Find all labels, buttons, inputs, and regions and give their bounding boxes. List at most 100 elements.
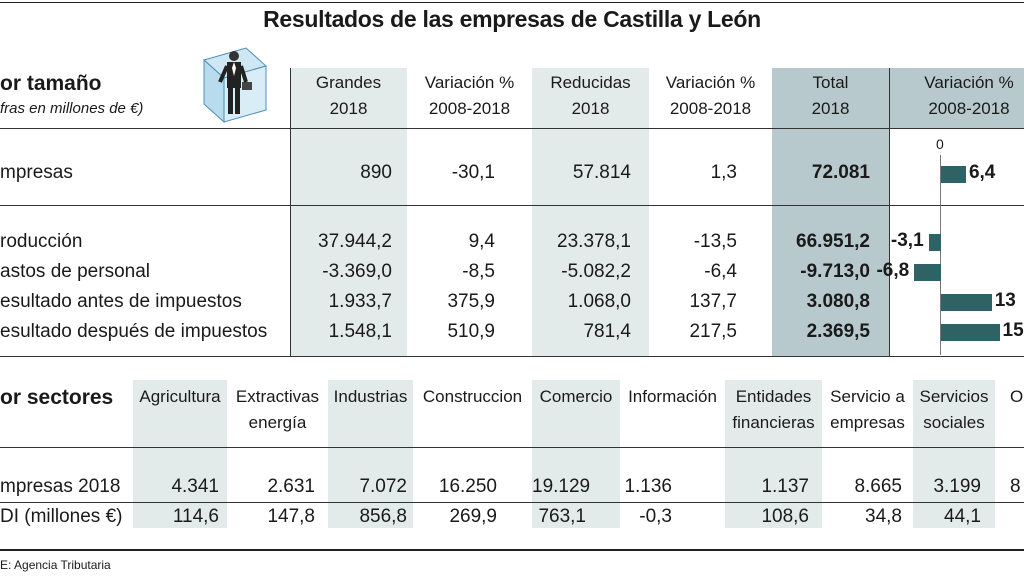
sector-cell: 856,8 [359, 506, 407, 527]
sector-head: Comercio [539, 387, 613, 406]
sector-cell: 2.631 [267, 476, 315, 497]
variation-bar-label: 15 [1002, 320, 1024, 341]
sector-cell: -0,3 [639, 506, 672, 527]
row-label: mpresas [0, 162, 73, 183]
cell-var-grandes: 510,9 [447, 321, 495, 342]
cell-reducidas: 781,4 [583, 321, 631, 342]
sector-cell: 34,8 [865, 506, 902, 527]
sector-cell: 8.665 [854, 476, 902, 497]
sector-head: Servicios sociales [919, 387, 989, 432]
cell-var-reducidas: -6,4 [704, 261, 737, 282]
sector-shade-agricultura [133, 380, 227, 528]
source-note: E: Agencia Tributaria [0, 558, 111, 572]
sector-cell: 7.072 [359, 476, 407, 497]
cell-grandes: 37.944,2 [318, 231, 392, 252]
col-divider [290, 68, 291, 356]
sector-row-rule [0, 502, 1024, 503]
sector-cell: 108,6 [761, 506, 809, 527]
sector-cell: 763,1 [538, 506, 586, 527]
sector-row-label: DI (millones €) [0, 506, 123, 527]
row-label: esultado antes de impuestos [0, 291, 242, 312]
bar-zero-label: 0 [936, 136, 944, 152]
sector-cell: 16.250 [438, 476, 497, 497]
cell-var-reducidas: -13,5 [693, 231, 737, 252]
sector-cell: 4.341 [171, 476, 219, 497]
sector-cell: 3.199 [933, 476, 981, 497]
col-shade-reducidas [532, 68, 649, 356]
sector-head: O [1010, 387, 1024, 406]
col-divider [889, 68, 890, 356]
sector-cell: 114,6 [172, 506, 219, 527]
sector-cell: 44,1 [944, 506, 981, 527]
cell-total: -9.713,0 [800, 261, 870, 282]
variation-bar-label: 13 [994, 290, 1016, 311]
row-label: esultado después de impuestos [0, 321, 268, 342]
cell-total: 66.951,2 [796, 231, 870, 252]
colhead-grandes: Grandes 2018 [315, 73, 382, 118]
row-label: astos de personal [0, 261, 150, 282]
sector-cell: 19.129 [532, 476, 591, 497]
sector-cell: 147,8 [267, 506, 315, 527]
businessman-in-box-icon [190, 42, 274, 128]
cell-var-grandes: -8,5 [462, 261, 495, 282]
cell-reducidas: 23.378,1 [557, 231, 631, 252]
row-label: roducción [0, 231, 83, 252]
cell-total: 2.369,5 [806, 321, 870, 342]
variation-bar [941, 165, 966, 183]
section-bottom-rule [0, 356, 1024, 357]
cell-var-reducidas: 137,7 [689, 291, 737, 312]
sector-head: Industrias [333, 387, 408, 406]
sector-head: Construccion [422, 387, 523, 406]
sector-head: Extractivas energía [235, 387, 320, 432]
sector-cell: 1.137 [761, 476, 809, 497]
cell-reducidas: 1.068,0 [567, 291, 631, 312]
cell-grandes: 890 [360, 162, 392, 183]
sector-head: Entidades financieras [732, 387, 815, 432]
sector-shade-comercio [532, 380, 620, 528]
colhead-var-reducidas: Variación % 2008-2018 [665, 73, 756, 118]
cell-var-reducidas: 217,5 [689, 321, 737, 342]
sector-shade-entidades [725, 380, 822, 528]
cell-var-reducidas: 1,3 [710, 162, 737, 183]
cell-grandes: -3.369,0 [322, 261, 392, 282]
variation-bar [914, 263, 941, 281]
col-shade-var-total-head [889, 68, 1024, 128]
sector-row-label: mpresas 2018 [0, 476, 121, 497]
size-section-subheading: fras en millones de €) [0, 100, 144, 117]
colhead-var-total: Variación % 2008-2018 [924, 73, 1014, 118]
sector-section-heading: or sectores [0, 386, 114, 409]
footer-rule [0, 549, 1024, 551]
cell-var-grandes: 375,9 [447, 291, 495, 312]
sector-cell: 269,9 [449, 506, 497, 527]
variation-bar [941, 323, 1000, 341]
colhead-total: Total 2018 [811, 73, 850, 118]
cell-reducidas: 57.814 [572, 162, 631, 183]
colhead-reducidas: Reducidas 2018 [550, 73, 631, 118]
cell-var-grandes: -30,1 [451, 162, 495, 183]
cell-reducidas: -5.082,2 [561, 261, 631, 282]
row-rule [0, 205, 1024, 206]
col-shade-grandes [290, 68, 407, 356]
sector-shade-industrias [328, 380, 413, 528]
sector-head: Agricultura [139, 387, 221, 406]
page-title: Resultados de las empresas de Castilla y… [263, 6, 761, 32]
cell-grandes: 1.548,1 [328, 321, 392, 342]
size-section-heading: or tamaño [0, 72, 102, 95]
cell-grandes: 1.933,7 [328, 291, 392, 312]
sector-head: Servicio a empresas [830, 387, 905, 432]
top-rule [0, 2, 1024, 3]
sector-head: Información [628, 387, 717, 406]
bar-zero-axis [940, 155, 941, 355]
col-shade-total [772, 68, 889, 356]
sector-header-rule [0, 447, 1024, 448]
cell-total: 72.081 [811, 162, 870, 183]
sector-cell: 1.136 [624, 476, 672, 497]
header-rule [0, 128, 1024, 129]
sector-shade-servicios-sociales [913, 380, 995, 528]
cell-var-grandes: 9,4 [468, 231, 495, 252]
variation-bar-label: -3,1 [890, 230, 924, 251]
sector-cell: 8 [1010, 476, 1021, 497]
variation-bar-label: 6,4 [968, 162, 996, 183]
variation-bar [941, 293, 992, 311]
colhead-var-grandes: Variación % 2008-2018 [424, 73, 515, 118]
